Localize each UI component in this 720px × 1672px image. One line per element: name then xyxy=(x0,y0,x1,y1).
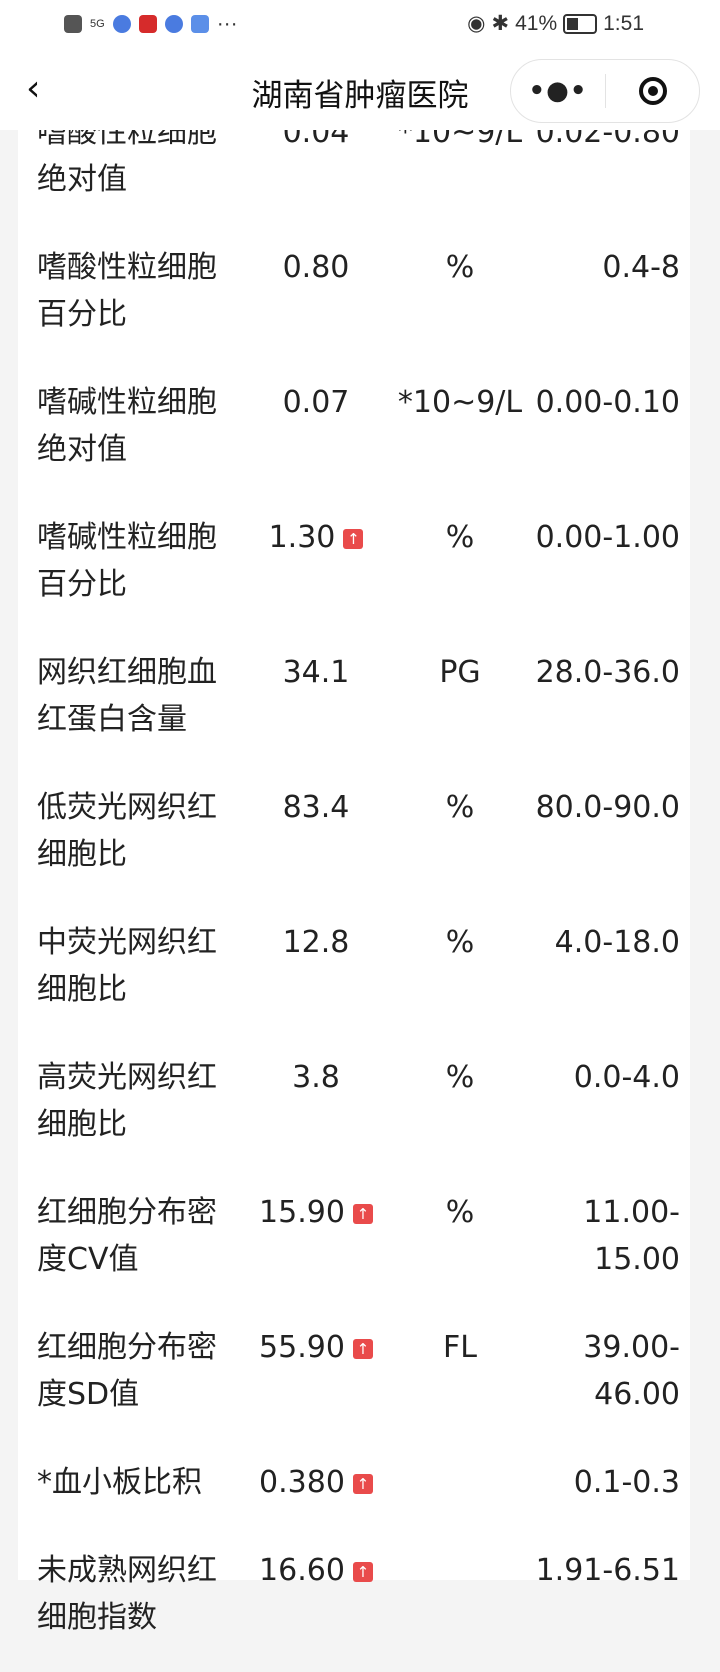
test-value: 83.4 xyxy=(282,790,350,825)
test-name: 红细胞分布密度SD值 xyxy=(37,1330,217,1412)
results-card: 嗜酸性粒细胞绝对值 0.04 *10~9/L 0.02-0.80 嗜酸性粒细胞百分比 0.… xyxy=(18,99,690,1635)
more-button[interactable]: •●• xyxy=(528,76,588,106)
test-value: 1.30 xyxy=(268,520,336,555)
mini-program-capsule: •●• xyxy=(510,59,700,123)
reference-range: 0.4-8 xyxy=(602,250,680,285)
test-value-cell: 0.07 xyxy=(240,379,392,473)
chevron-left-icon: ‹ xyxy=(26,68,41,109)
result-row: *血小板比积 0.380 ↑ 0.1-0.3 xyxy=(18,1449,690,1537)
reference-range: 28.0-36.0 xyxy=(535,655,680,690)
result-row: 嗜碱性粒细胞绝对值 0.07 *10~9/L 0.00-0.10 xyxy=(18,369,690,504)
result-row: 高荧光网织红细胞比 3.8% 0.0-4.0 xyxy=(18,1044,690,1179)
test-value-cell: 34.1 xyxy=(240,649,392,743)
test-name: 高荧光网织红细胞比 xyxy=(37,1060,217,1142)
test-value: 0.80 xyxy=(282,250,350,285)
reference-range: 4.0-18.0 xyxy=(554,925,680,960)
result-row: 网织红细胞血红蛋白含量 34.1 PG 28.0-36.0 xyxy=(18,639,690,774)
more-notifications-icon: ··· xyxy=(216,12,238,35)
test-value-cell: 15.90 ↑ xyxy=(240,1189,392,1283)
test-value-cell: 0.80 xyxy=(240,244,392,338)
reference-range: 0.00-1.00 xyxy=(535,520,680,555)
reference-range: 0.00-0.10 xyxy=(535,385,680,420)
result-row: 嗜碱性粒细胞百分比 1.30 ↑% 0.00-1.00 xyxy=(18,504,690,639)
reference-range: 11.00-15.00 xyxy=(583,1195,680,1277)
battery-icon xyxy=(563,13,598,34)
bluetooth-icon: ✱ xyxy=(491,12,510,35)
result-row: 嗜酸性粒细胞百分比 0.80% 0.4-8 xyxy=(18,234,690,369)
test-value: 0.07 xyxy=(282,385,350,420)
test-value-cell: 0.380 ↑ xyxy=(240,1459,392,1506)
test-name: *血小板比积 xyxy=(37,1465,202,1500)
test-unit xyxy=(392,1459,528,1506)
clock: 1:51 xyxy=(603,11,644,35)
test-value-cell: 55.90 ↑ xyxy=(240,1324,392,1418)
test-name: 低荧光网织红细胞比 xyxy=(37,790,217,872)
test-unit: % xyxy=(445,250,475,285)
arrow-up-icon: ↑ xyxy=(352,1474,373,1494)
test-name: 网织红细胞血红蛋白含量 xyxy=(37,655,217,737)
test-value: 34.1 xyxy=(282,655,350,690)
arrow-up-icon: ↑ xyxy=(352,1204,373,1224)
test-value: 16.60 xyxy=(259,1553,345,1588)
test-unit: PG xyxy=(439,655,481,690)
test-value: 3.8 xyxy=(292,1060,340,1095)
target-icon xyxy=(638,77,667,105)
result-row: 低荧光网织红细胞比 83.4% 80.0-90.0 xyxy=(18,774,690,909)
test-name: 中荧光网织红细胞比 xyxy=(37,925,217,1007)
battery-percent: 41% xyxy=(515,11,558,35)
result-row: 中荧光网织红细胞比 12.8% 4.0-18.0 xyxy=(18,909,690,1044)
reference-range: 0.0-4.0 xyxy=(573,1060,680,1095)
status-right: ◉ ✱ 41% 1:51 xyxy=(467,11,644,36)
reference-range: 0.1-0.3 xyxy=(573,1465,680,1500)
test-value-cell: 12.8 xyxy=(240,919,392,1013)
test-name: 未成熟网织红细胞指数 xyxy=(37,1553,217,1635)
test-unit: % xyxy=(445,1195,475,1230)
page-title: 湖南省肿瘤医院 xyxy=(251,78,469,114)
test-unit: % xyxy=(445,790,475,825)
app-icon xyxy=(138,15,157,33)
reference-range: 1.91-6.51 xyxy=(535,1553,680,1588)
test-name: 红细胞分布密度CV值 xyxy=(37,1195,217,1277)
close-button[interactable] xyxy=(606,77,699,105)
test-value: 55.90 xyxy=(259,1330,345,1365)
test-unit xyxy=(392,1547,528,1641)
result-row: 红细胞分布密度SD值 55.90 ↑ FL 39.00-46.00 xyxy=(18,1314,690,1449)
test-unit: *10~9/L xyxy=(397,385,523,420)
result-row: 未成熟网织红细胞指数 16.60 ↑ 1.91-6.51 xyxy=(18,1537,690,1672)
test-value: 12.8 xyxy=(282,925,350,960)
test-value-cell: 83.4 xyxy=(240,784,392,878)
app-icon xyxy=(190,15,209,33)
arrow-up-icon: ↑ xyxy=(343,529,364,549)
test-name: 嗜酸性粒细胞百分比 xyxy=(37,250,217,332)
test-unit: FL xyxy=(443,1330,477,1365)
result-row: 红细胞分布密度CV值 15.90 ↑% 11.00-15.00 xyxy=(18,1179,690,1314)
test-value-cell: 3.8 xyxy=(240,1054,392,1148)
nav-header: ‹ 湖南省肿瘤医院 •●• xyxy=(0,50,720,130)
test-value-cell: 1.30 ↑ xyxy=(240,514,392,608)
test-unit: % xyxy=(445,520,475,555)
arrow-up-icon: ↑ xyxy=(352,1562,373,1582)
test-name: 嗜碱性粒细胞百分比 xyxy=(37,520,217,602)
test-unit: % xyxy=(445,925,475,960)
test-value: 15.90 xyxy=(259,1195,345,1230)
status-left-icons: 5G ··· xyxy=(64,12,238,36)
hd-icon xyxy=(64,15,82,33)
test-value: 0.380 xyxy=(259,1465,345,1500)
reference-range: 39.00-46.00 xyxy=(583,1330,680,1412)
divider xyxy=(605,74,606,108)
app-icon xyxy=(164,15,183,33)
status-bar: 5G ··· ◉ ✱ 41% 1:51 xyxy=(0,0,720,50)
reference-range: 80.0-90.0 xyxy=(535,790,680,825)
app-icon xyxy=(112,15,131,33)
test-value-cell: 16.60 ↑ xyxy=(240,1547,392,1641)
signal-icon: 5G xyxy=(90,18,105,30)
eye-icon: ◉ xyxy=(467,12,486,35)
test-unit: % xyxy=(445,1060,475,1095)
back-button[interactable]: ‹ xyxy=(26,68,40,109)
test-name: 嗜碱性粒细胞绝对值 xyxy=(37,385,217,467)
arrow-up-icon: ↑ xyxy=(352,1339,373,1359)
